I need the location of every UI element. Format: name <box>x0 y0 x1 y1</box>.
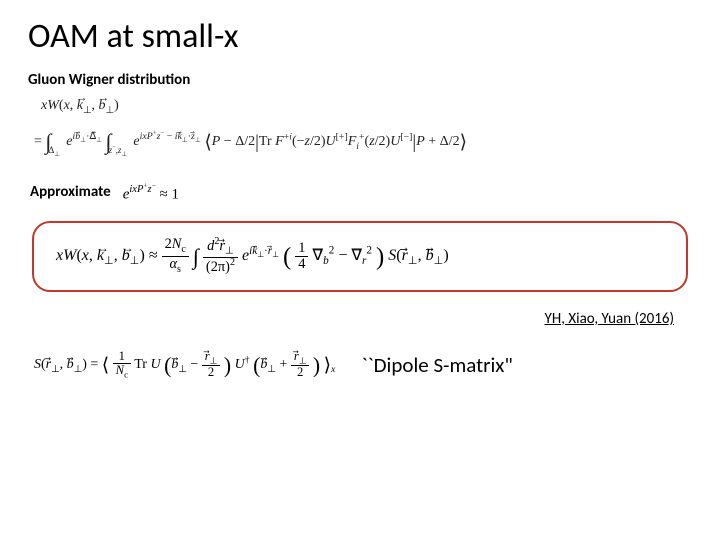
approximate-label: Approximate <box>30 183 111 201</box>
page-title: OAM at small-x <box>28 16 692 57</box>
citation: YH, Xiao, Yuan (2016) <box>28 310 674 328</box>
wigner-lhs: xW(x, →k⊥, →b⊥) <box>34 97 692 117</box>
section-gluon-wigner: Gluon Wigner distribution <box>28 71 692 89</box>
approximate-expr: eixP+z− ≈ 1 <box>123 181 179 204</box>
boxed-equation: xW(x, →k⊥, →b⊥) ≈ 2Ncαs ∫ d2r⃗⊥(2π)2 eik… <box>32 221 688 291</box>
smatrix-equation: S(r⃗⊥, b⃗⊥) = ⟨ 1Nc Tr U (b⃗⊥ − r⃗⊥2 ) U… <box>34 350 335 380</box>
wigner-integral: = ∫Δ⊥ eib⃗⊥·Δ⃗⊥ ∫z−,z⊥ eixP+z− − ik⃗⊥·z⃗… <box>34 127 692 157</box>
smatrix-label: ``Dipole S-matrix" <box>361 352 512 378</box>
